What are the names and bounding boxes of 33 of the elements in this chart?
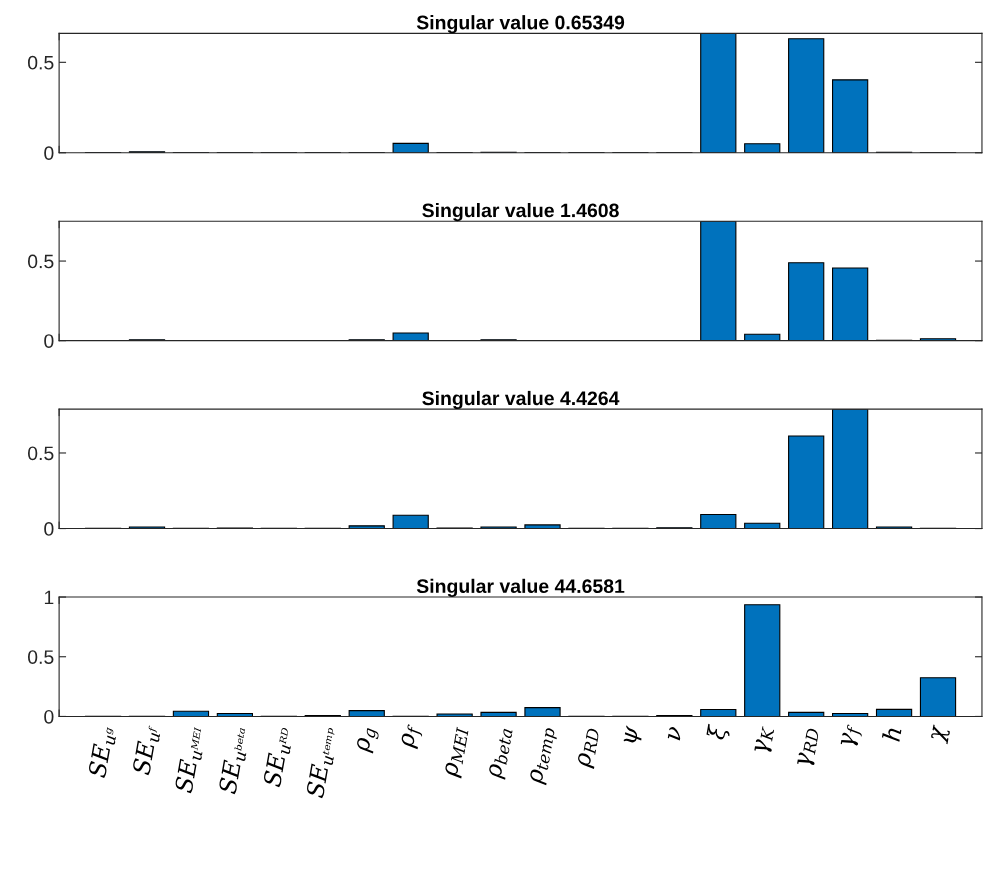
x-tick-label: ψ bbox=[623, 725, 644, 744]
y-tick-label: 1 bbox=[44, 590, 54, 605]
x-tick-label: γ$_{K}$ bbox=[754, 725, 776, 754]
x-tick-label: ρ$_{RD}$ bbox=[576, 727, 601, 769]
x-tick-label: SE$_{uᴹᴱᴵ}$ bbox=[174, 725, 207, 795]
x-tick-label: ρ$_{g}$ bbox=[355, 726, 380, 754]
x-tick-label: ρ$_{f}$ bbox=[400, 723, 424, 750]
x-tick-label: ρ$_{beta}$ bbox=[487, 727, 514, 780]
x-tick-label: SE$_{uᴿᴰ}$ bbox=[262, 726, 295, 789]
y-tick-label: 0 bbox=[44, 709, 54, 724]
y-tick-label: 0 bbox=[44, 334, 54, 348]
y-tick-label: 0.5 bbox=[27, 650, 54, 664]
y-tick-label: 0.5 bbox=[27, 254, 54, 269]
x-tick-label: SE$_{uᶠ}$ bbox=[131, 724, 162, 777]
x-tick-label: SE$_{uᵗᵉᵐᵖ}$ bbox=[305, 725, 339, 800]
x-tick-label: γ$_{f}$ bbox=[840, 723, 864, 748]
x-tick-label: SE$_{uᵇᵉᵗᵃ}$ bbox=[218, 726, 251, 796]
chart-title: Singular value 1.4608 bbox=[422, 203, 619, 222]
y-tick-label: 0.5 bbox=[27, 55, 54, 70]
x-tick-label: γ$_{RD}$ bbox=[797, 727, 821, 767]
x-tick-label: ν bbox=[667, 726, 682, 741]
y-tick-label: 0 bbox=[44, 146, 54, 161]
x-tick-label: h bbox=[881, 726, 902, 742]
x-tick-label: ρ$_{MEI}$ bbox=[444, 726, 470, 779]
x-tick-label: ρ$_{temp}$ bbox=[528, 726, 559, 786]
x-tick-label: χ bbox=[930, 724, 951, 745]
chart-title: Singular value 0.65349 bbox=[416, 15, 625, 34]
y-tick-label: 0.5 bbox=[27, 446, 54, 461]
x-tick-label: SE$_{uᵍ}$ bbox=[87, 724, 118, 779]
chart-title: Singular value 44.6581 bbox=[416, 578, 625, 597]
x-tick-label: ξ bbox=[706, 723, 731, 741]
y-tick-label: 0 bbox=[44, 522, 54, 536]
chart-title: Singular value 4.4264 bbox=[422, 390, 620, 410]
